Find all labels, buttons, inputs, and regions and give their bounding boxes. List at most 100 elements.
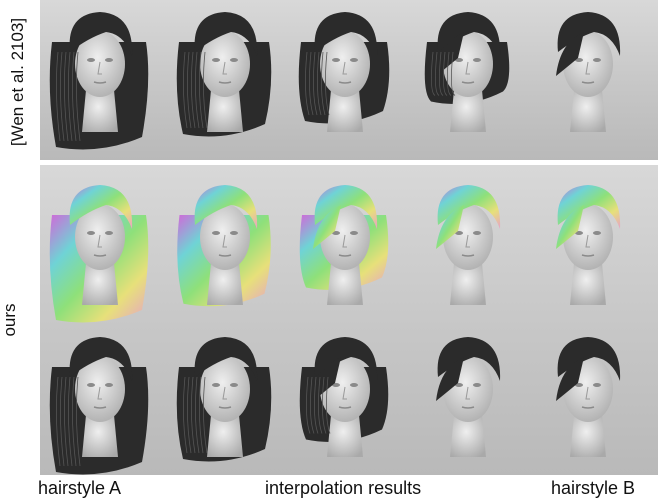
right-eye: [105, 58, 113, 62]
neck: [327, 90, 363, 132]
hair-strand: [72, 51, 77, 142]
hair-top: [314, 185, 378, 229]
hair-strand: [183, 51, 188, 129]
hair-strand: [64, 51, 69, 142]
hair-top: [557, 185, 621, 229]
left-eye: [212, 231, 220, 235]
mouth: [218, 81, 232, 84]
hair-top: [69, 185, 133, 229]
mouth: [338, 406, 352, 409]
head-bot-b0: [49, 337, 149, 475]
hair-strand: [56, 51, 61, 142]
left-eye: [575, 58, 583, 62]
left-eye: [212, 58, 220, 62]
head-top-3: [424, 12, 510, 132]
hair-sweep: [436, 32, 464, 76]
row-label-ours: ours: [0, 303, 19, 337]
nose: [585, 61, 590, 75]
left-eye: [455, 58, 463, 62]
head-bot-2: [299, 185, 389, 305]
hair-strand: [195, 376, 200, 454]
mouth: [93, 406, 107, 409]
ours-heads-figure: [49, 185, 621, 475]
mouth: [461, 254, 475, 257]
nose: [97, 386, 102, 400]
hair-top: [194, 337, 258, 381]
hair-top: [437, 185, 501, 229]
hair-strand: [60, 51, 65, 142]
nose: [97, 234, 102, 248]
hair-top: [314, 12, 378, 56]
nose: [465, 386, 470, 400]
head-bot-4: [556, 185, 621, 305]
hair-top: [557, 337, 621, 381]
hair-strand: [60, 376, 65, 467]
hair-top: [194, 185, 258, 229]
hair-sweep: [436, 205, 464, 249]
neck: [327, 263, 363, 305]
hair-strand: [447, 51, 452, 96]
mouth: [218, 406, 232, 409]
left-eye: [455, 383, 463, 387]
hair-strand: [435, 51, 440, 96]
hair-strand: [313, 51, 318, 116]
mouth: [581, 81, 595, 84]
hair-strand: [431, 51, 436, 96]
hair-strand: [72, 376, 77, 467]
mouth: [581, 254, 595, 257]
hair-top: [557, 12, 621, 56]
hair-sweep: [556, 32, 584, 76]
nose: [465, 234, 470, 248]
head-bot-b4: [556, 337, 621, 457]
head-top-1: [176, 12, 272, 137]
hair-strand: [305, 51, 310, 116]
neck: [450, 90, 486, 132]
left-eye: [455, 231, 463, 235]
hair-strand: [203, 51, 208, 129]
hair-strand: [68, 51, 73, 142]
right-eye: [350, 231, 358, 235]
hair-strand: [321, 51, 326, 116]
hair-strand: [195, 51, 200, 129]
neck: [82, 263, 118, 305]
left-eye: [332, 58, 340, 62]
right-eye: [473, 231, 481, 235]
right-eye: [593, 383, 601, 387]
nose: [585, 234, 590, 248]
right-eye: [593, 58, 601, 62]
neck: [82, 415, 118, 457]
head-top-0: [49, 12, 149, 150]
right-eye: [230, 383, 238, 387]
nose: [342, 61, 347, 75]
hair-strand: [317, 51, 322, 116]
hair-top: [69, 12, 133, 56]
left-eye: [87, 383, 95, 387]
row-label-wen: [Wen et al. 2103]: [8, 17, 27, 147]
nose: [465, 61, 470, 75]
head-bot-0: [49, 185, 149, 323]
left-eye: [332, 383, 340, 387]
neck: [450, 415, 486, 457]
neck: [570, 263, 606, 305]
hair-sweep: [556, 357, 584, 401]
mouth: [581, 406, 595, 409]
head-bot-1: [177, 185, 271, 307]
hair-strand: [322, 376, 327, 434]
left-eye: [332, 231, 340, 235]
mouth: [93, 254, 107, 257]
neck: [207, 415, 243, 457]
hair-strand: [76, 376, 81, 467]
hair-top: [437, 12, 501, 56]
hair-strand: [64, 376, 69, 467]
hair-strand: [76, 51, 81, 142]
left-eye: [87, 58, 95, 62]
comparison-panel-wen: [40, 0, 658, 160]
right-eye: [230, 58, 238, 62]
hair-top: [194, 12, 258, 56]
hair-strand: [56, 376, 61, 467]
left-eye: [212, 383, 220, 387]
head-bot-3: [436, 185, 501, 305]
hair-strand: [309, 51, 314, 116]
nose: [342, 234, 347, 248]
left-eye: [575, 383, 583, 387]
